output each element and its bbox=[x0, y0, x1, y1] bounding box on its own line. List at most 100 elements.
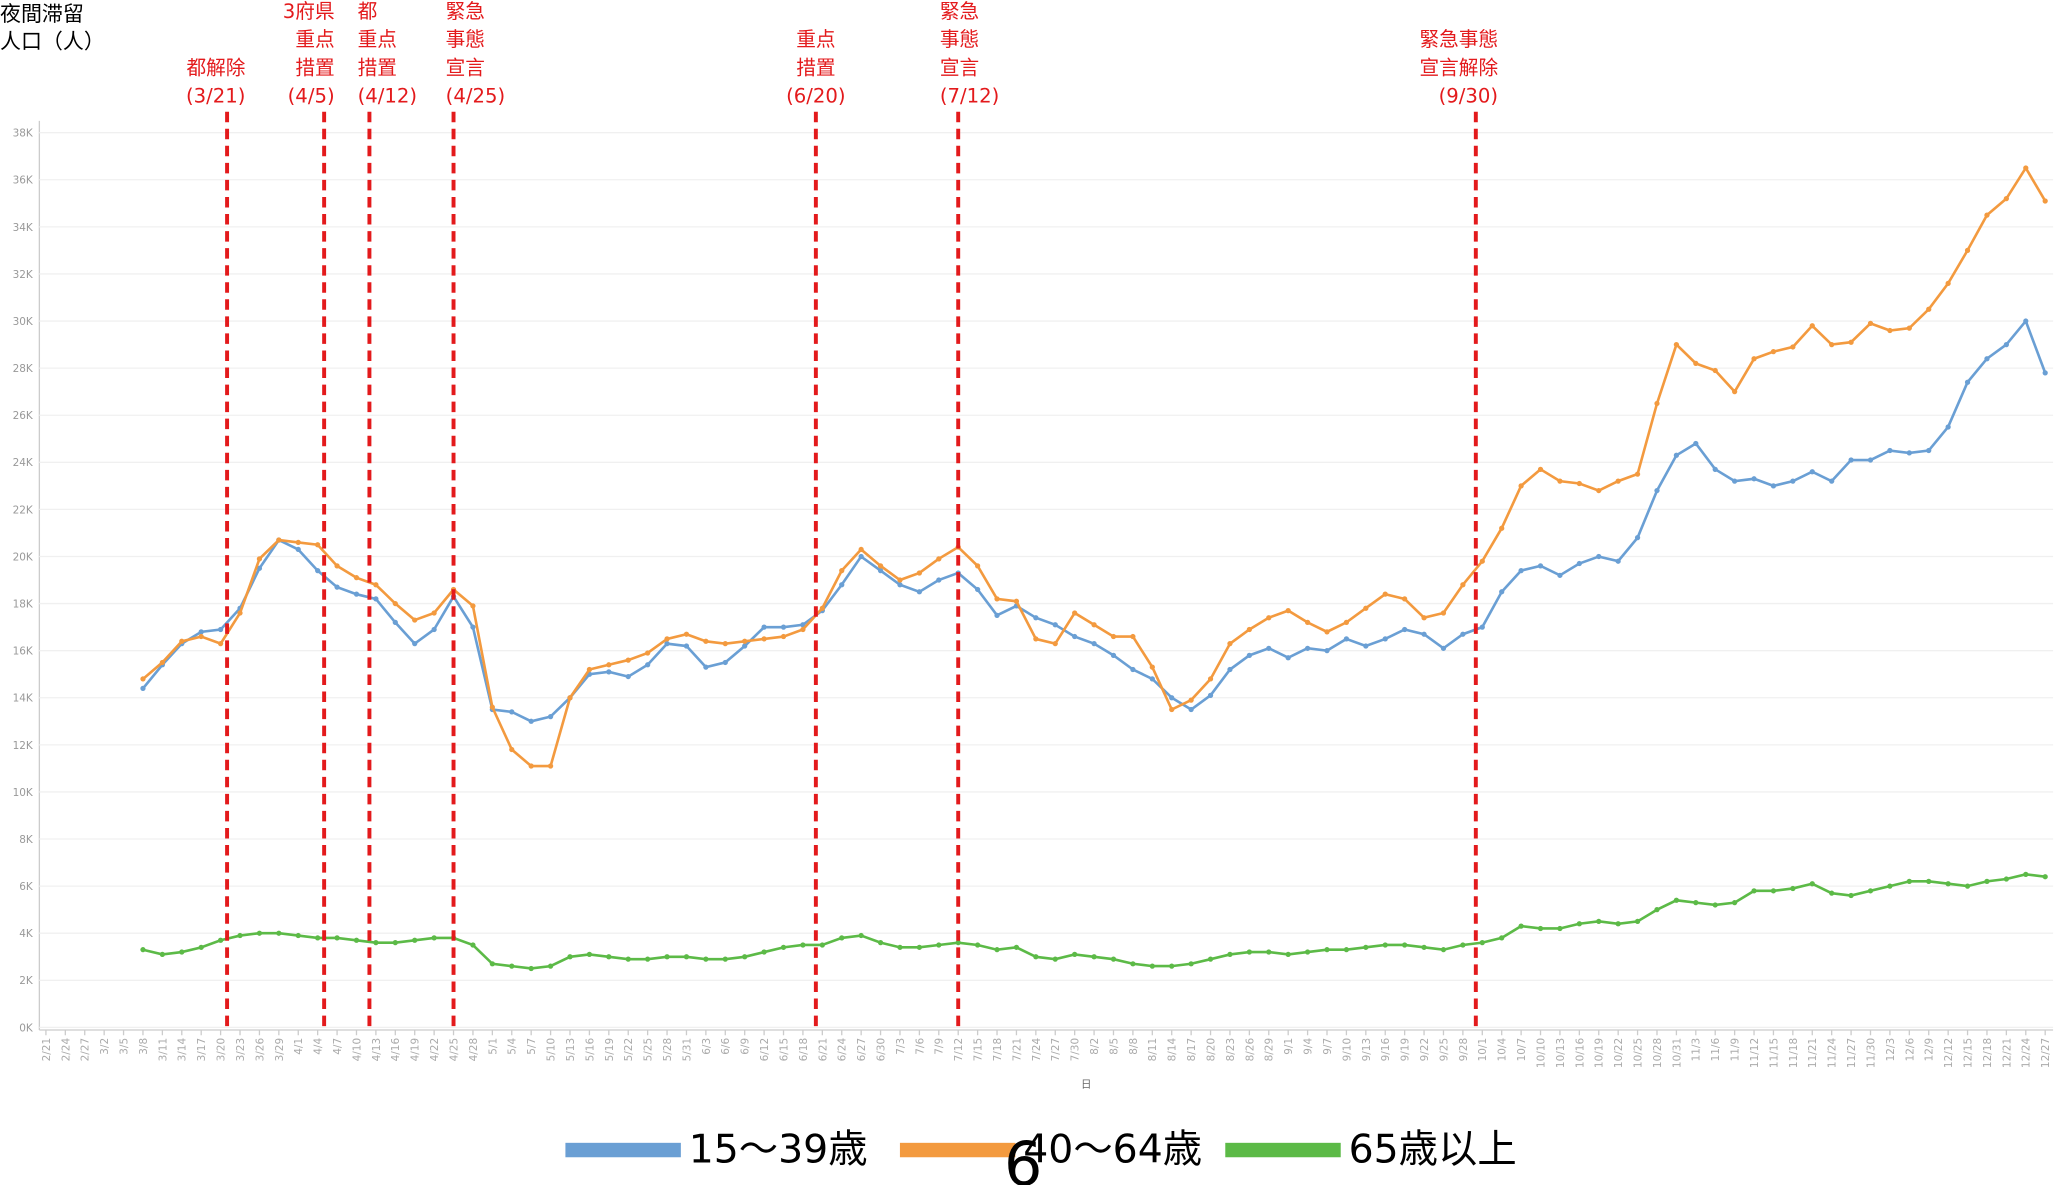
data-point bbox=[528, 763, 534, 769]
x-tick-label: 2/21 bbox=[41, 1038, 53, 1062]
x-tick-label: 4/22 bbox=[429, 1038, 441, 1062]
data-point bbox=[1537, 563, 1544, 569]
data-point bbox=[780, 944, 787, 950]
x-tick-label: 4/4 bbox=[313, 1038, 325, 1055]
data-point bbox=[1887, 883, 1893, 889]
data-point bbox=[1149, 676, 1155, 682]
data-point bbox=[1052, 622, 1058, 628]
data-point bbox=[547, 763, 554, 769]
data-point bbox=[722, 640, 728, 647]
series-line bbox=[142, 165, 2047, 768]
data-point bbox=[1091, 622, 1097, 628]
x-tick-label: 10/19 bbox=[1594, 1038, 1606, 1068]
event-label: (9/30) bbox=[1439, 85, 1498, 108]
data-point bbox=[547, 963, 554, 969]
data-point bbox=[1964, 883, 1971, 889]
x-tick-label: 12/6 bbox=[1904, 1038, 1916, 1062]
data-point bbox=[295, 932, 301, 939]
x-tick-label: 7/18 bbox=[992, 1038, 1004, 1062]
x-tick-label: 7/12 bbox=[953, 1038, 965, 1062]
x-tick-label: 7/27 bbox=[1050, 1038, 1062, 1062]
x-tick-label: 6/18 bbox=[798, 1038, 810, 1062]
data-point bbox=[1304, 619, 1311, 626]
data-point bbox=[1343, 619, 1350, 626]
data-point bbox=[1615, 921, 1621, 927]
data-point bbox=[1829, 890, 1835, 896]
data-point bbox=[1634, 471, 1641, 477]
x-title: 日 bbox=[1081, 1079, 1092, 1091]
data-point bbox=[1518, 923, 1524, 929]
data-point bbox=[1110, 652, 1117, 659]
data-point bbox=[198, 629, 204, 635]
x-tick-label: 3/26 bbox=[254, 1038, 266, 1062]
data-point bbox=[1926, 306, 1932, 312]
data-point bbox=[217, 937, 224, 943]
x-tick-label: 11/24 bbox=[1827, 1038, 1839, 1069]
event-label: 措置 bbox=[295, 56, 334, 79]
data-point bbox=[1285, 951, 1291, 958]
data-point bbox=[2042, 370, 2048, 376]
data-point bbox=[897, 577, 903, 583]
legend-label: 15～39歳 bbox=[689, 1127, 868, 1173]
data-point bbox=[586, 951, 593, 958]
x-tick-label: 3/14 bbox=[177, 1038, 189, 1062]
legend-swatch bbox=[899, 1142, 1016, 1158]
data-point bbox=[1169, 963, 1175, 969]
data-point bbox=[1848, 892, 1854, 899]
data-point bbox=[1052, 640, 1058, 647]
data-point bbox=[1382, 636, 1388, 642]
data-point bbox=[800, 626, 806, 633]
data-point bbox=[1829, 341, 1835, 348]
x-tick-label: 3/23 bbox=[235, 1038, 247, 1062]
x-tick-label: 5/13 bbox=[565, 1038, 577, 1062]
data-point bbox=[1402, 942, 1408, 948]
data-point bbox=[1072, 633, 1078, 640]
x-tick-label: 12/18 bbox=[1982, 1038, 1994, 1068]
data-point bbox=[606, 662, 612, 668]
data-point bbox=[1964, 379, 1971, 385]
data-point bbox=[645, 650, 651, 656]
series-line bbox=[141, 318, 2047, 723]
x-tick-label: 3/29 bbox=[274, 1038, 286, 1062]
event-label: 緊急 bbox=[446, 0, 485, 23]
data-point bbox=[1596, 487, 1602, 494]
data-point bbox=[1091, 640, 1097, 647]
data-point bbox=[742, 954, 748, 960]
x-tick-label: 8/11 bbox=[1147, 1038, 1159, 1062]
data-point bbox=[1654, 907, 1660, 913]
data-point bbox=[664, 636, 670, 642]
data-point bbox=[1673, 897, 1680, 903]
x-tick-label: 3/2 bbox=[99, 1038, 111, 1055]
data-point bbox=[256, 556, 263, 562]
data-point bbox=[1227, 951, 1233, 958]
data-point bbox=[703, 638, 709, 644]
data-point bbox=[1421, 944, 1427, 950]
x-tick-label: 9/13 bbox=[1361, 1038, 1373, 1062]
x-tick-label: 8/29 bbox=[1264, 1038, 1276, 1062]
data-point bbox=[140, 685, 146, 691]
event-label: (3/21) bbox=[186, 85, 245, 108]
y-tick-label: 12K bbox=[13, 740, 34, 752]
data-point bbox=[994, 612, 1000, 618]
data-point bbox=[897, 582, 903, 588]
x-tick-label: 11/21 bbox=[1807, 1038, 1819, 1068]
y-tick-label: 2K bbox=[19, 975, 34, 987]
data-point bbox=[1537, 925, 1544, 932]
event-label: 事態 bbox=[940, 28, 979, 51]
data-point bbox=[295, 539, 301, 545]
data-point bbox=[780, 633, 787, 640]
data-point bbox=[1984, 356, 1990, 362]
data-point bbox=[1790, 885, 1796, 892]
data-point bbox=[858, 553, 864, 560]
data-point bbox=[392, 600, 398, 607]
data-point bbox=[703, 956, 709, 962]
data-point bbox=[994, 947, 1000, 953]
x-tick-label: 8/23 bbox=[1225, 1038, 1237, 1062]
data-point bbox=[470, 942, 476, 948]
y-tick-label: 26K bbox=[13, 410, 34, 422]
data-point bbox=[140, 676, 146, 682]
data-point bbox=[2003, 195, 2009, 202]
data-point bbox=[722, 956, 728, 962]
x-tick-label: 6/9 bbox=[740, 1038, 752, 1055]
data-point bbox=[334, 935, 340, 941]
